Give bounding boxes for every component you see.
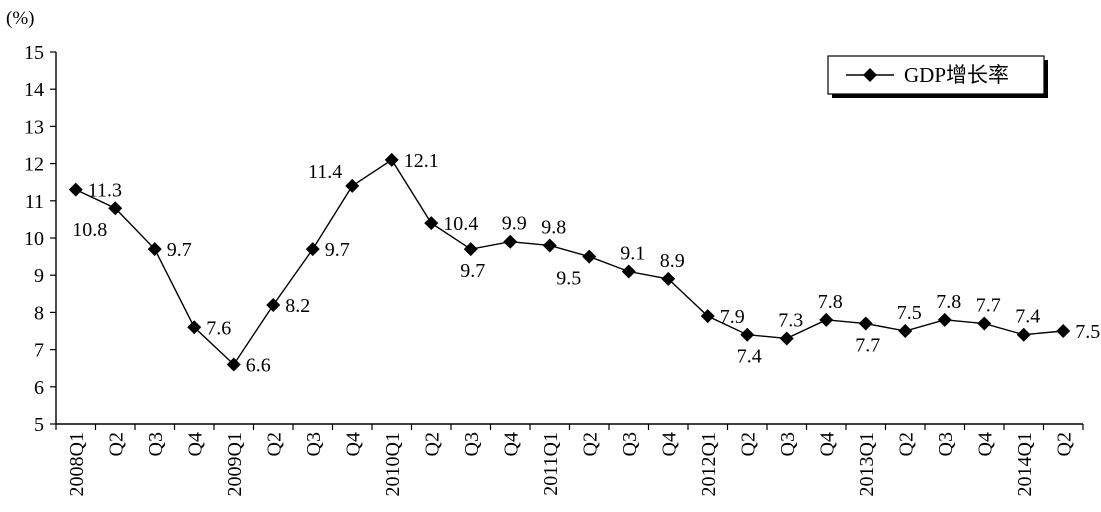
x-tick-label: 2010Q1 (382, 432, 404, 496)
data-point-marker (542, 238, 557, 253)
x-axis: 2008Q1 Q2 Q3 Q4 2009Q1 Q2 Q3 Q4 2010Q1 Q2 Q3 Q4 2011… (55, 423, 1084, 496)
data-point-marker (147, 242, 162, 257)
series-gdp-growth (68, 152, 1071, 372)
data-label: 9.5 (556, 268, 581, 290)
data-label: 7.8 (936, 291, 961, 313)
data-label: 9.7 (460, 260, 485, 282)
y-axis: 5 6 7 8 9 10 11 12 13 14 15 (24, 42, 57, 436)
x-tick-label: Q2 (579, 432, 601, 456)
data-point-marker (305, 242, 320, 257)
y-tick-label: 9 (34, 265, 44, 287)
x-tick-label: Q4 (658, 432, 680, 456)
y-tick-label: 10 (24, 228, 44, 250)
data-label: 12.1 (404, 150, 439, 172)
x-tick-label: Q3 (777, 432, 799, 456)
x-tick-label: Q2 (421, 432, 443, 456)
y-tick-label: 5 (34, 414, 44, 436)
data-point-marker (345, 178, 360, 193)
y-tick-label: 6 (34, 377, 44, 399)
data-label: 7.5 (897, 302, 922, 324)
x-tick-label: Q4 (500, 432, 522, 456)
data-point-marker (68, 182, 83, 197)
data-point-marker (858, 316, 873, 331)
y-axis-unit: (%) (6, 8, 34, 29)
x-tick-label: Q3 (935, 432, 957, 456)
x-tick-label: Q4 (342, 432, 364, 456)
y-tick-label: 15 (24, 42, 44, 64)
data-label: 11.3 (88, 180, 122, 202)
x-tick-label: Q2 (737, 432, 759, 456)
data-label: 8.9 (660, 250, 685, 272)
data-point-marker (463, 242, 478, 257)
y-tick-label: 7 (34, 340, 44, 362)
data-label: 8.2 (285, 295, 310, 317)
data-labels: 11.3 10.8 9.7 7.6 6.6 8.2 9.7 11.4 12.1 10.4 9.7 9.… (72, 150, 1100, 377)
x-tick-label: 2011Q1 (540, 432, 562, 496)
data-point-marker (779, 331, 794, 346)
legend-label-gdp-growth: GDP增长率 (904, 63, 1009, 87)
y-tick-label: 8 (34, 302, 44, 324)
data-label: 9.7 (167, 239, 192, 261)
data-label: 9.7 (325, 239, 350, 261)
data-point-marker (266, 297, 281, 312)
x-tick-label: Q4 (974, 432, 996, 456)
data-point-marker (187, 320, 202, 335)
data-label: 7.3 (778, 309, 803, 331)
x-tick-label: Q3 (303, 432, 325, 456)
y-tick-label: 12 (24, 154, 44, 176)
data-label: 9.9 (502, 213, 527, 235)
x-tick-label: Q4 (816, 432, 838, 456)
data-point-marker (384, 152, 399, 167)
data-label: 7.7 (976, 295, 1001, 317)
data-point-marker (503, 234, 518, 249)
data-label: 9.8 (541, 216, 566, 238)
y-tick-label: 11 (25, 191, 44, 213)
data-label: 7.4 (737, 346, 762, 368)
data-point-marker (740, 327, 755, 342)
series-line-gdp-growth (75, 158, 1064, 366)
data-point-marker (661, 271, 676, 286)
data-point-marker (819, 312, 834, 327)
x-tick-label: Q3 (461, 432, 483, 456)
x-tick-label: Q2 (1053, 432, 1075, 456)
data-point-marker (898, 324, 913, 338)
x-tick-label: Q2 (895, 432, 917, 456)
data-label: 7.5 (1075, 321, 1100, 343)
x-tick-label: Q4 (184, 432, 206, 456)
data-point-marker (700, 309, 715, 324)
x-tick-label: Q3 (145, 432, 167, 456)
data-point-marker (977, 316, 992, 331)
y-tick-label: 14 (24, 79, 44, 101)
data-point-marker (582, 249, 597, 264)
data-point-marker (424, 216, 439, 231)
data-label: 7.7 (855, 335, 880, 357)
data-point-marker (621, 264, 636, 279)
x-tick-label: 2013Q1 (856, 432, 878, 496)
data-point-marker (1056, 324, 1071, 338)
data-label: 7.9 (720, 306, 745, 328)
x-tick-label: 2014Q1 (1014, 432, 1036, 496)
data-label: 7.8 (818, 291, 843, 313)
data-point-marker (108, 201, 123, 216)
x-tick-label: 2012Q1 (698, 432, 720, 496)
data-label: 6.6 (246, 354, 271, 376)
data-label: 10.8 (72, 219, 107, 241)
y-tick-label: 13 (24, 116, 44, 138)
x-tick-label: Q2 (263, 432, 285, 456)
data-label: 7.4 (1015, 306, 1040, 328)
data-point-marker (1016, 327, 1031, 342)
x-tick-label: 2008Q1 (66, 432, 88, 496)
data-label: 11.4 (308, 161, 342, 183)
x-tick-label: Q3 (619, 432, 641, 456)
data-point-marker (937, 312, 952, 327)
legend-marker-icon (863, 68, 877, 82)
x-tick-label: Q2 (105, 432, 127, 456)
data-point-marker (226, 357, 241, 372)
x-tick-label: 2009Q1 (224, 432, 246, 496)
data-label: 10.4 (443, 213, 478, 235)
legend: GDP增长率 (827, 55, 1048, 98)
data-label: 7.6 (206, 317, 231, 339)
data-label: 9.1 (620, 242, 645, 264)
